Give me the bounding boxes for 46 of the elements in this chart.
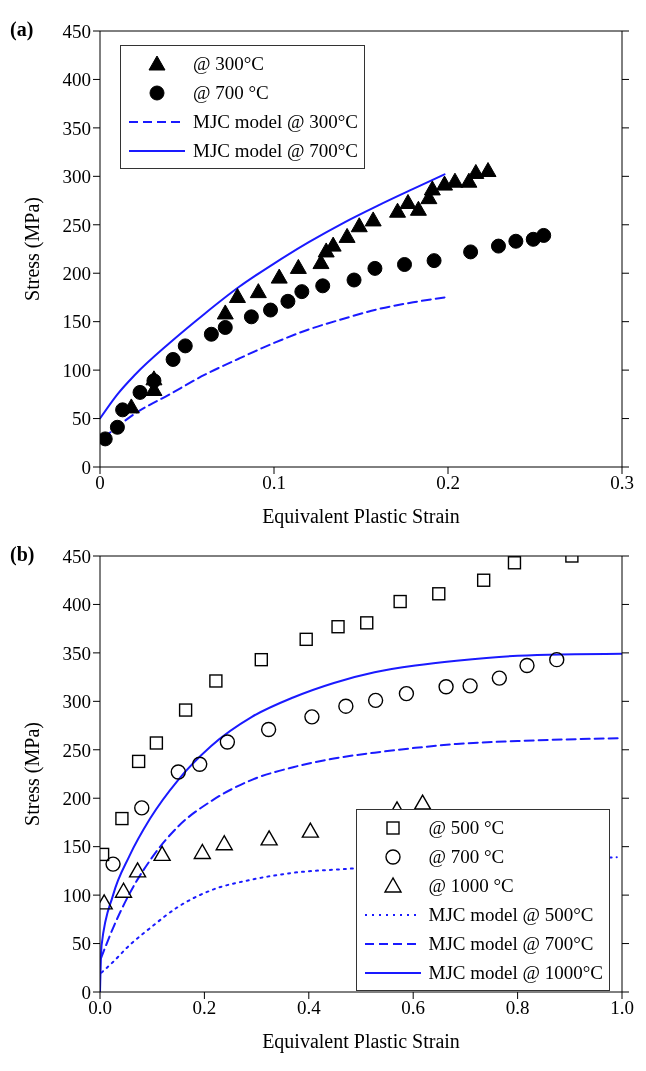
x-tick-label: 0.6	[401, 997, 426, 1019]
y-tick-label: 200	[62, 787, 91, 809]
y-axis-title: Stress (MPa)	[21, 197, 45, 301]
y-axis-title: Stress (MPa)	[21, 722, 45, 826]
y-tick-label: 0	[81, 981, 91, 1003]
legend-label: MJC model @ 700°C	[428, 932, 594, 956]
y-tick-label: 350	[62, 117, 91, 139]
legend-label: @ 1000 °C	[428, 874, 514, 898]
legend-label: MJC model @ 700°C	[193, 139, 358, 163]
y-tick-label: 250	[62, 214, 91, 236]
legend-label: @ 700 °C	[193, 81, 269, 105]
y-tick-label: 300	[62, 166, 91, 188]
legend-label: @ 500 °C	[428, 816, 505, 840]
x-tick-label: 1.0	[610, 997, 634, 1019]
y-tick-label: 250	[62, 739, 91, 761]
y-tick-label: 450	[62, 545, 91, 567]
x-tick-label: 0	[95, 472, 105, 494]
x-tick-label: 0.2	[436, 472, 460, 494]
x-tick-label: 0.8	[505, 997, 530, 1019]
legend-label: @ 700 °C	[428, 845, 505, 869]
legend-label: MJC model @ 500°C	[428, 903, 594, 927]
y-tick-label: 0	[81, 456, 91, 478]
y-tick-label: 200	[62, 262, 91, 284]
x-axis-title: Equivalent Plastic Strain	[262, 1030, 460, 1053]
x-tick-label: 0.1	[262, 472, 286, 494]
x-tick-label: 0.2	[192, 997, 217, 1019]
legend-label: MJC model @ 1000°C	[428, 961, 603, 985]
chart-title: (a)	[10, 18, 34, 41]
legend-label: @ 300°C	[193, 52, 265, 76]
y-tick-label: 450	[62, 20, 91, 42]
y-tick-label: 350	[62, 642, 91, 664]
y-tick-label: 150	[62, 836, 91, 858]
x-tick-label: 0.0	[88, 997, 112, 1019]
y-tick-label: 150	[62, 311, 91, 333]
x-tick-label: 0.3	[610, 472, 634, 494]
y-tick-label: 50	[72, 408, 91, 430]
y-tick-label: 400	[62, 69, 91, 91]
y-tick-label: 400	[62, 594, 91, 616]
x-axis-title: Equivalent Plastic Strain	[262, 505, 460, 528]
chart-title: (b)	[10, 543, 35, 566]
y-tick-label: 100	[62, 359, 91, 381]
y-tick-label: 100	[62, 884, 91, 906]
y-tick-label: 50	[72, 933, 91, 955]
y-tick-label: 300	[62, 691, 91, 713]
x-tick-label: 0.4	[296, 997, 322, 1019]
legend-label: MJC model @ 300°C	[193, 110, 358, 134]
